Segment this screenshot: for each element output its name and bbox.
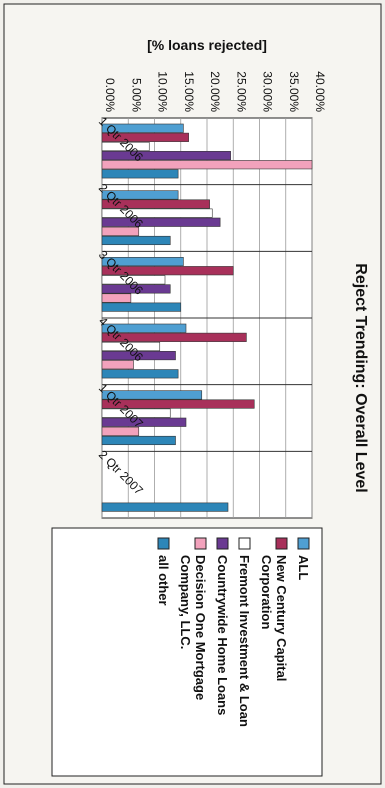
legend-box: [51, 527, 323, 777]
bars: [101, 123, 313, 512]
legend-label: all other: [156, 555, 171, 606]
legend-swatch: [194, 537, 207, 550]
bar: [101, 160, 313, 170]
value-tick-label: 40.00%: [313, 71, 327, 112]
legend-swatch: [275, 537, 288, 550]
bar: [101, 369, 179, 379]
legend-label: Decision One MortgageCompany, LLC.: [178, 555, 208, 700]
legend-swatch: [157, 537, 170, 550]
value-tick-label: 0.00%: [103, 78, 117, 112]
legend-label: Countrywide Home Loans: [215, 555, 230, 715]
bar: [101, 408, 171, 418]
legend: ALL New Century CapitalCorporation Fremont…: [51, 527, 323, 777]
bar: [101, 399, 255, 409]
bar: [101, 226, 140, 236]
bar: [101, 141, 150, 152]
bar: [101, 332, 247, 342]
bar: [101, 151, 231, 161]
bar: [101, 190, 179, 200]
bar: [101, 266, 234, 276]
bar: [101, 208, 213, 218]
bar: [101, 323, 187, 333]
value-tick-label: 30.00%: [261, 71, 275, 112]
bar: [101, 390, 203, 400]
bar: [101, 351, 176, 361]
bar: [101, 235, 171, 246]
bar: [101, 284, 171, 294]
chart-title: Reject Trending: Overall Level: [352, 263, 369, 492]
value-tick-label: 20.00%: [208, 71, 222, 112]
bar: [101, 417, 187, 427]
value-tick-label: 5.00%: [129, 78, 143, 112]
bar: [101, 132, 189, 142]
bar: [101, 435, 176, 446]
bar: [101, 199, 210, 209]
legend-label: ALL: [296, 555, 311, 580]
value-tick-label: 10.00%: [156, 71, 170, 112]
bar: [101, 426, 140, 436]
bar: [101, 502, 229, 512]
bar: [101, 123, 184, 133]
value-tick-label: 35.00%: [287, 71, 301, 112]
legend-swatch: [297, 537, 310, 550]
bar: [101, 360, 134, 370]
bar: [101, 302, 182, 312]
value-tick-label: 25.00%: [234, 71, 248, 112]
legend-label: Fremont Investment & Loan: [237, 555, 252, 727]
value-tick-label: 15.00%: [182, 71, 196, 112]
legend-swatch: [238, 537, 251, 550]
legend-swatch: [216, 537, 229, 550]
bar: [101, 293, 132, 303]
bar: [101, 169, 179, 179]
grid-lines: [101, 118, 313, 518]
bar: [101, 341, 161, 352]
value-tick-labels: 0.00% 5.00% 10.00% 15.00% 20.00% 25.00% 30.00%…: [103, 71, 327, 112]
legend-label: New Century CapitalCorporation: [259, 555, 289, 681]
bar: [101, 217, 221, 227]
bar: [101, 257, 184, 267]
bar: [101, 275, 166, 285]
value-axis-label: [% loans rejected]: [147, 37, 267, 53]
